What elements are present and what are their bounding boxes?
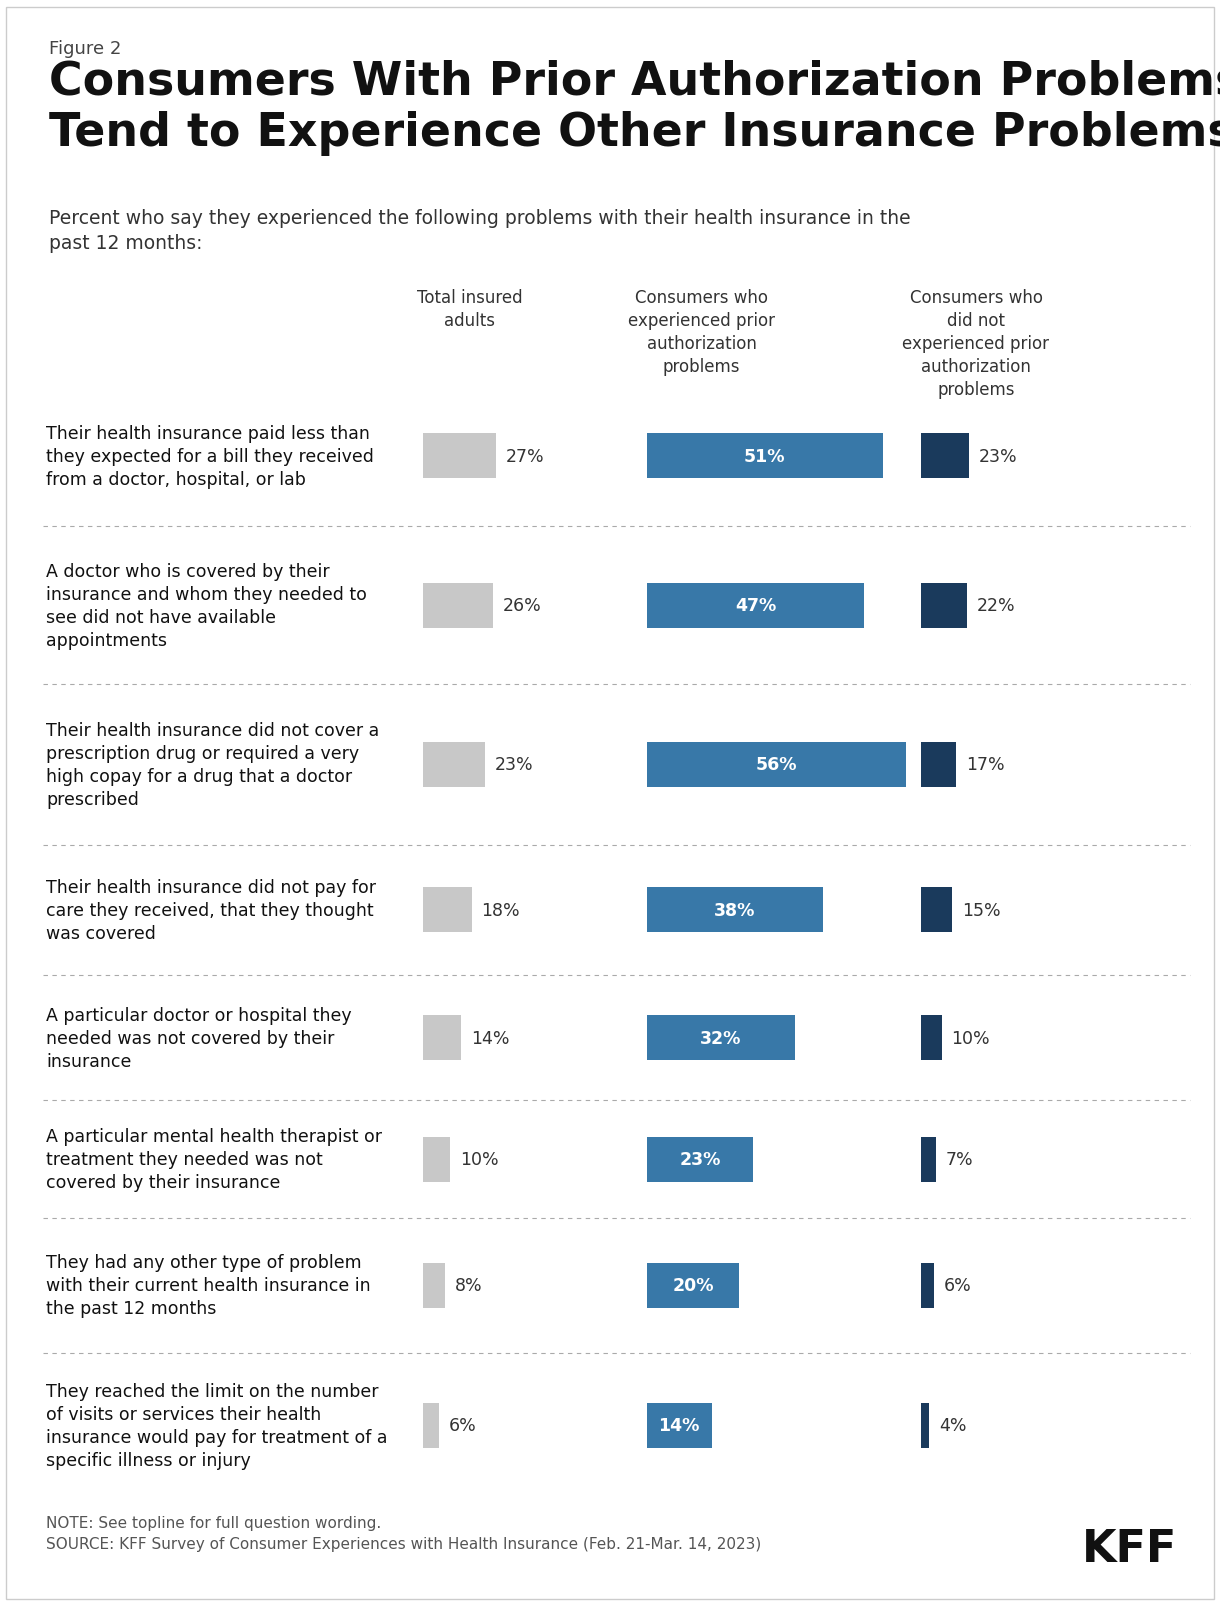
Bar [423, 742, 486, 787]
Text: 14%: 14% [471, 1028, 509, 1048]
Text: Figure 2: Figure 2 [49, 40, 121, 58]
Text: 8%: 8% [455, 1276, 482, 1295]
Text: NOTE: See topline for full question wording.: NOTE: See topline for full question word… [46, 1515, 382, 1530]
Text: 22%: 22% [976, 596, 1015, 615]
Text: Their health insurance did not cover a
prescription drug or required a very
high: Their health insurance did not cover a p… [46, 722, 379, 808]
Text: Total insured
adults: Total insured adults [417, 289, 522, 329]
Bar [921, 1263, 933, 1308]
Text: 47%: 47% [734, 596, 776, 615]
Text: 23%: 23% [495, 755, 533, 775]
Bar [423, 1263, 445, 1308]
Bar [423, 1403, 439, 1448]
Text: Percent who say they experienced the following problems with their health insura: Percent who say they experienced the fol… [49, 209, 910, 252]
Text: 38%: 38% [714, 902, 755, 919]
Bar [647, 1263, 739, 1308]
Text: 17%: 17% [966, 755, 1005, 775]
Text: SOURCE: KFF Survey of Consumer Experiences with Health Insurance (Feb. 21-Mar. 1: SOURCE: KFF Survey of Consumer Experienc… [46, 1536, 761, 1551]
Text: A particular mental health therapist or
treatment they needed was not
covered by: A particular mental health therapist or … [46, 1128, 382, 1191]
Text: Their health insurance did not pay for
care they received, that they thought
was: Their health insurance did not pay for c… [46, 879, 376, 942]
Bar [921, 887, 953, 932]
Text: 56%: 56% [755, 755, 797, 775]
Text: 51%: 51% [744, 447, 786, 466]
Bar [921, 1016, 942, 1061]
Bar [647, 1016, 795, 1061]
Bar [921, 1138, 936, 1183]
Bar [647, 583, 865, 628]
Bar [423, 583, 493, 628]
Bar [423, 434, 495, 479]
Bar [647, 742, 906, 787]
Text: 6%: 6% [449, 1416, 477, 1435]
Text: 14%: 14% [659, 1416, 700, 1435]
Bar [921, 742, 956, 787]
Text: 27%: 27% [505, 447, 544, 466]
Bar [921, 1403, 930, 1448]
Text: 23%: 23% [978, 447, 1017, 466]
Bar [647, 1138, 753, 1183]
Text: 20%: 20% [672, 1276, 714, 1295]
Text: 23%: 23% [680, 1151, 721, 1168]
Text: 6%: 6% [943, 1276, 971, 1295]
Text: KFF: KFF [1082, 1527, 1177, 1570]
Bar [423, 887, 472, 932]
Text: 7%: 7% [946, 1151, 974, 1168]
Text: 26%: 26% [503, 596, 542, 615]
Text: A doctor who is covered by their
insurance and whom they needed to
see did not h: A doctor who is covered by their insuran… [46, 562, 367, 649]
Bar [921, 434, 969, 479]
Text: 15%: 15% [961, 902, 1000, 919]
Text: A particular doctor or hospital they
needed was not covered by their
insurance: A particular doctor or hospital they nee… [46, 1006, 353, 1070]
Text: Their health insurance paid less than
they expected for a bill they received
fro: Their health insurance paid less than th… [46, 424, 375, 489]
Text: Consumers who
experienced prior
authorization
problems: Consumers who experienced prior authoriz… [628, 289, 775, 376]
Bar [647, 887, 822, 932]
Bar [921, 583, 966, 628]
Text: 32%: 32% [700, 1028, 742, 1048]
Text: They reached the limit on the number
of visits or services their health
insuranc: They reached the limit on the number of … [46, 1382, 388, 1469]
Bar [647, 1403, 711, 1448]
Text: Consumers With Prior Authorization Problems Also
Tend to Experience Other Insura: Consumers With Prior Authorization Probl… [49, 59, 1220, 156]
Text: 10%: 10% [460, 1151, 499, 1168]
Text: 18%: 18% [482, 902, 520, 919]
Text: 10%: 10% [952, 1028, 991, 1048]
Text: Consumers who
did not
experienced prior
authorization
problems: Consumers who did not experienced prior … [903, 289, 1049, 399]
Text: 4%: 4% [939, 1416, 966, 1435]
Text: They had any other type of problem
with their current health insurance in
the pa: They had any other type of problem with … [46, 1253, 371, 1318]
Bar [423, 1016, 461, 1061]
Bar [423, 1138, 450, 1183]
Bar [647, 434, 883, 479]
